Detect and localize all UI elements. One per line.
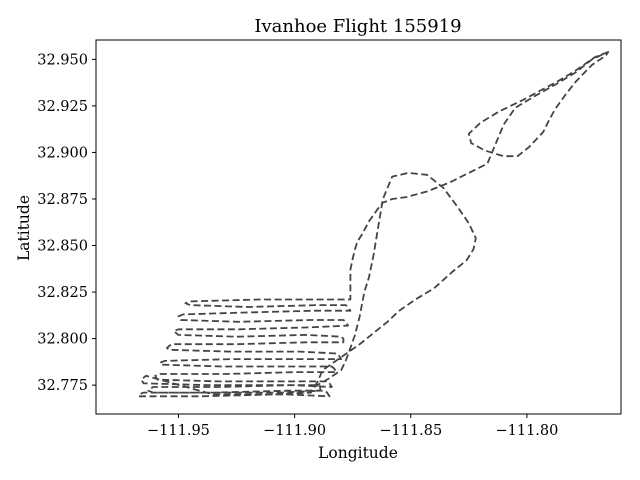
y-axis-label: Latitude	[15, 195, 33, 261]
series-group	[138, 51, 610, 398]
x-tick-label: −111.80	[495, 423, 558, 439]
y-tick-label: 32.925	[37, 99, 88, 115]
x-tick-label: −111.95	[147, 423, 210, 439]
x-tick-label: −111.90	[263, 423, 326, 439]
y-axis: 32.775 32.800 32.825 32.850 32.875 32.900 32.9…	[37, 52, 96, 394]
x-axis-label: Longitude	[318, 444, 398, 462]
y-tick-label: 32.875	[37, 192, 88, 208]
y-tick-label: 32.775	[37, 378, 88, 394]
x-axis: −111.95 −111.90 −111.85 −111.80	[147, 414, 558, 439]
y-tick-label: 32.850	[37, 239, 88, 255]
y-tick-label: 32.900	[37, 145, 88, 161]
x-tick-label: −111.85	[379, 423, 442, 439]
plot-frame	[95, 39, 622, 415]
y-tick-label: 32.950	[37, 52, 88, 68]
plot-area	[95, 39, 622, 415]
y-tick-label: 32.800	[37, 332, 88, 348]
flight-track-line	[138, 51, 610, 398]
y-tick-label: 32.825	[37, 285, 88, 301]
chart-title: Ivanhoe Flight 155919	[254, 16, 461, 37]
